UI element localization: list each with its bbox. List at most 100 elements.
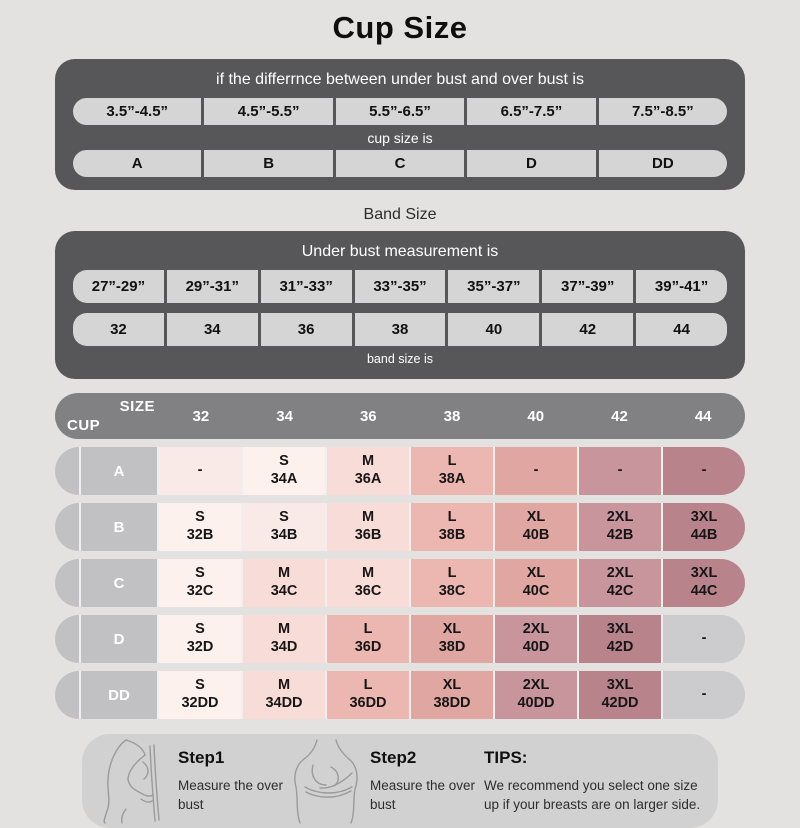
pill-cell: 33”-35” [351, 270, 446, 303]
size-table-header: SIZE CUP 32 34 36 38 40 42 44 [55, 393, 745, 439]
pill-cell: 42 [539, 313, 634, 346]
size-cell: 3XL 44C [661, 559, 745, 607]
size-cell: 2XL 42C [577, 559, 661, 607]
step1-desc: Measure the over bust [178, 778, 284, 812]
corner-size-label: SIZE [119, 398, 155, 415]
size-cell: L 36D [325, 615, 409, 663]
size-cell: M 36C [325, 559, 409, 607]
size-row: B S 32B S 34B M 36B L 38B XL 40B 2XL 42B 3XL 44B [55, 503, 745, 551]
pill-cell: 4.5”-5.5” [201, 98, 333, 125]
row-cup-label: B [79, 503, 157, 551]
band-size-box: Under bust measurement is 27”-29” 29”-31”… [55, 231, 745, 379]
band-box-subtitle: band size is [366, 352, 433, 366]
row-end-cap [55, 559, 79, 607]
corner-cup-label: CUP [67, 417, 101, 434]
pill-cell: A [73, 150, 202, 177]
size-cell: 2XL 42B [577, 503, 661, 551]
size-row: C S 32C M 34C M 36C L 38C XL 40C 2XL 42C 3XL 44C [55, 559, 745, 607]
size-cell: M 34D [241, 615, 325, 663]
tips-text: We recommend you select one size up if y… [484, 778, 701, 812]
pill-cell: 32 [73, 313, 164, 346]
size-cell: M 36A [325, 447, 409, 495]
pill-cell: 35”-37” [445, 270, 540, 303]
pill-cell: 5.5”-6.5” [332, 98, 465, 125]
size-cell: 3XL 42DD [577, 671, 661, 719]
pill-cell: 40 [445, 313, 540, 346]
pill-cell: DD [595, 150, 728, 177]
pill-cell: 44 [633, 313, 728, 346]
page-title: Cup Size [332, 10, 468, 45]
size-cell: S 32D [157, 615, 241, 663]
cup-box-title: if the differrnce between under bust and… [216, 71, 584, 88]
pill-cell: B [201, 150, 333, 177]
step1-block: Step1 Measure the over bust [178, 748, 286, 813]
cup-box-subtitle: cup size is [367, 130, 433, 146]
size-cell: XL 40B [493, 503, 577, 551]
pill-cell: 34 [163, 313, 258, 346]
size-chart-page: Cup Size if the differrnce between under… [55, 10, 745, 828]
size-column-header: 36 [359, 407, 377, 425]
pill-cell: 29”-31” [163, 270, 258, 303]
size-cell: S 34B [241, 503, 325, 551]
measure-underbust-figure-icon [294, 739, 358, 824]
row-end-cap [55, 447, 79, 495]
cup-size-box: if the differrnce between under bust and… [55, 59, 745, 190]
pill-cell: 3.5”-4.5” [73, 98, 202, 125]
pill-cell: D [464, 150, 596, 177]
measuring-guide: Step1 Measure the over bust Step2 Measur… [82, 734, 718, 828]
size-cell: M 36B [325, 503, 409, 551]
band-range-row: 27”-29” 29”-31” 31”-33” 33”-35” 35”-37” 37”-3… [73, 270, 728, 303]
size-cell: L 36DD [325, 671, 409, 719]
size-column-header: 40 [527, 407, 545, 425]
step2-title: Step2 [370, 748, 417, 768]
pill-cell: 36 [257, 313, 352, 346]
pill-cell: 6.5”-7.5” [464, 98, 596, 125]
pill-cell: 7.5”-8.5” [595, 98, 728, 125]
size-cell: 3XL 44B [661, 503, 745, 551]
row-cup-label: D [79, 615, 157, 663]
size-row: D S 32D M 34D L 36D XL 38D 2XL 40D 3XL 42D - [55, 615, 745, 663]
size-row: DD S 32DD M 34DD L 36DD XL 38DD 2XL 40DD 3XL 42DD - [55, 671, 745, 719]
tips-block: TIPS: We recommend you select one size u… [478, 748, 708, 813]
size-cell: - [661, 447, 745, 495]
size-cell: - [157, 447, 241, 495]
pill-cell: 37”-39” [539, 270, 634, 303]
step2-desc: Measure the over bust [370, 778, 476, 812]
size-cup-corner: SIZE CUP [55, 393, 159, 439]
size-cell: S 32C [157, 559, 241, 607]
size-cell: M 34C [241, 559, 325, 607]
size-row: A - S 34A M 36A L 38A - - - [55, 447, 745, 495]
size-cell: S 32DD [157, 671, 241, 719]
size-column-header: 44 [694, 407, 712, 425]
cup-range-row: 3.5”-4.5” 4.5”-5.5” 5.5”-6.5” 6.5”-7.5” 7.5”… [73, 98, 728, 125]
size-cell: L 38B [409, 503, 493, 551]
size-column-header: 42 [611, 407, 628, 425]
cup-letter-row: A B C D DD [73, 150, 728, 177]
size-cell: - [493, 447, 577, 495]
row-end-cap [55, 503, 79, 551]
size-cell: - [661, 671, 745, 719]
size-cell: - [577, 447, 661, 495]
pill-cell: 38 [351, 313, 446, 346]
tips-title: TIPS: [484, 748, 528, 768]
row-cup-label: C [79, 559, 157, 607]
row-end-cap [55, 671, 79, 719]
size-cell: XL 40C [493, 559, 577, 607]
size-cell: 2XL 40D [493, 615, 577, 663]
row-cup-label: A [79, 447, 157, 495]
step1-title: Step1 [178, 748, 225, 768]
band-box-title: Under bust measurement is [301, 243, 499, 260]
size-column-header: 32 [192, 407, 210, 425]
size-matrix-table: SIZE CUP 32 34 36 38 40 42 44 A - S 34A M 36A L 38A - -… [55, 393, 745, 719]
band-number-row: 32 34 36 38 40 42 44 [73, 313, 728, 346]
measure-overbust-figure-icon [103, 739, 160, 824]
row-end-cap [55, 615, 79, 663]
band-size-heading: Band Size [363, 206, 437, 223]
pill-cell: 27”-29” [73, 270, 164, 303]
size-cell: L 38C [409, 559, 493, 607]
size-cell: S 32B [157, 503, 241, 551]
size-cell: XL 38DD [409, 671, 493, 719]
size-cell: S 34A [241, 447, 325, 495]
size-cell: - [661, 615, 745, 663]
pill-cell: 39”-41” [633, 270, 728, 303]
